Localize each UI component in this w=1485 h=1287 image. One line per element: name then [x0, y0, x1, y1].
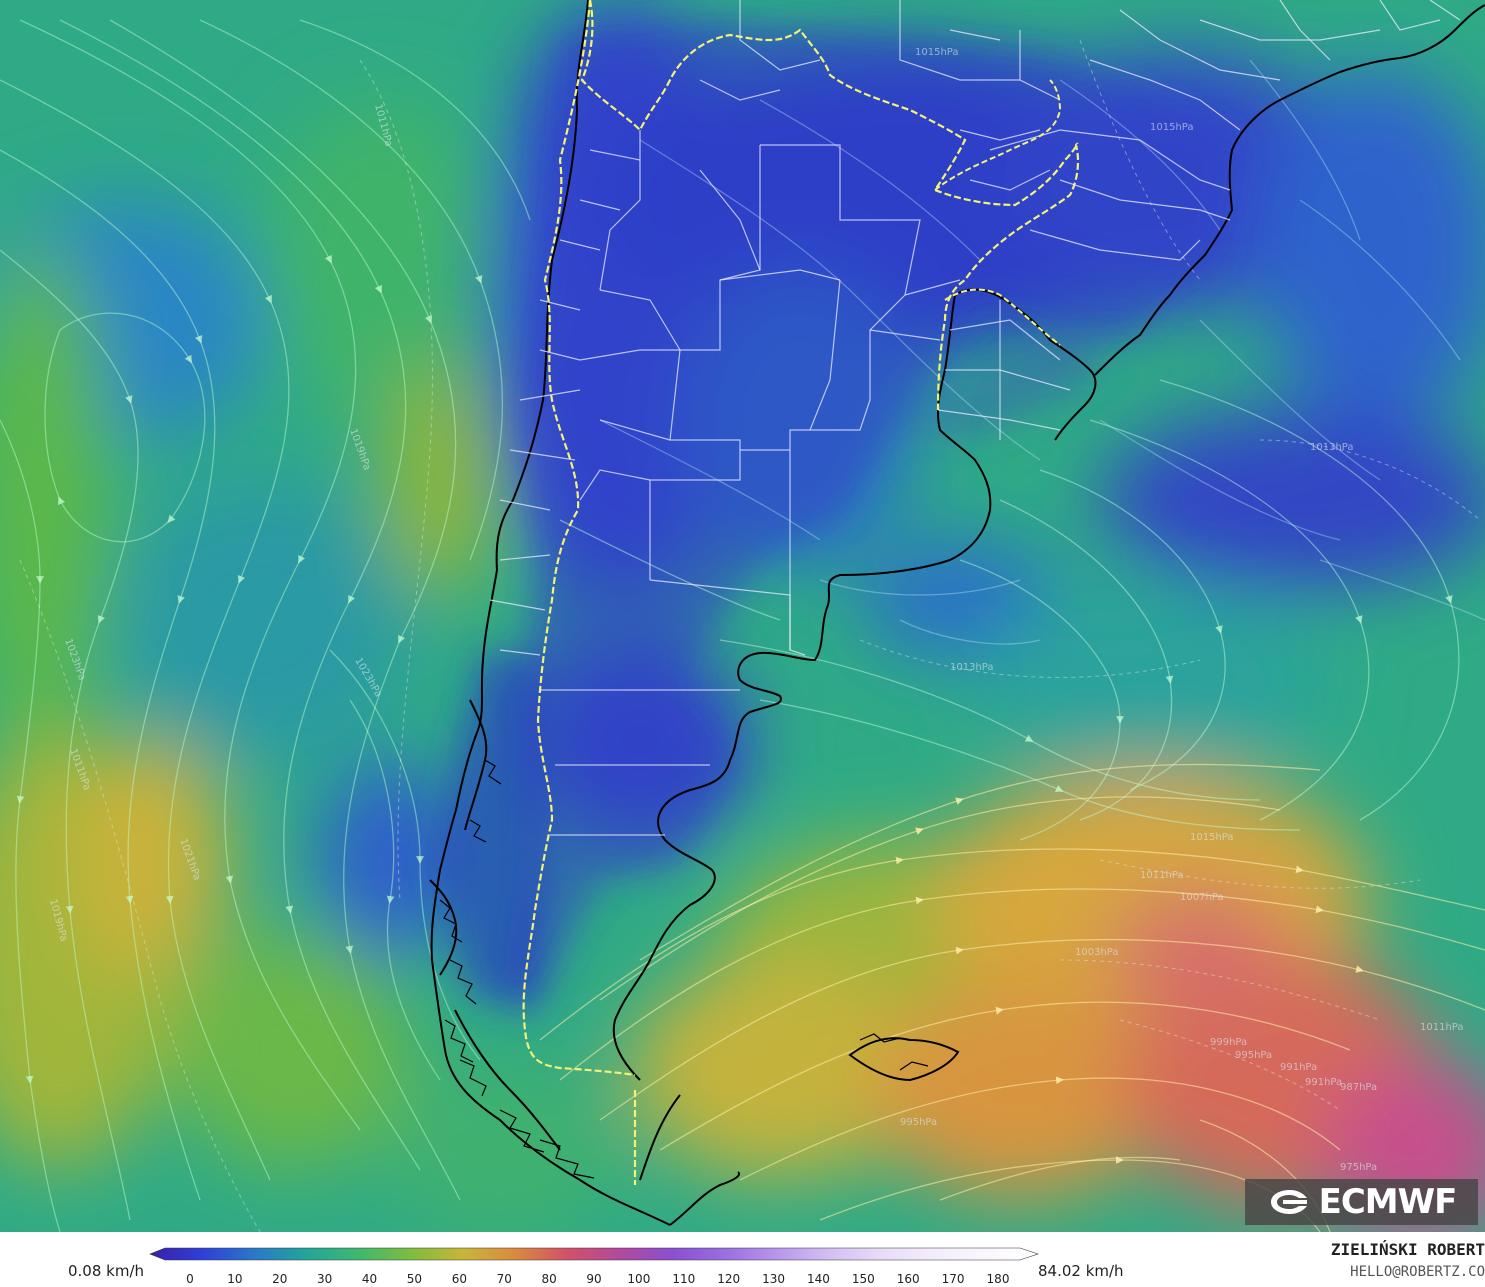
legend-tick-label: 50 [406, 1272, 423, 1286]
streamlines [0, 19, 1485, 1232]
legend-tick-label: 10 [227, 1272, 243, 1286]
legend-color-bar [149, 1247, 1039, 1261]
author-email[interactable]: HELLO@ROBERTZ.CO [1350, 1264, 1485, 1280]
legend-tick-label: 120 [717, 1272, 741, 1286]
legend-tick-label: 170 [941, 1272, 965, 1286]
isobar-label: 991hPa [1280, 1062, 1317, 1073]
legend-tick-label: 60 [451, 1272, 467, 1286]
neighbor-borders [934, 79, 1062, 346]
isobar-label: 1003hPa [1075, 947, 1119, 958]
isobar-label: 999hPa [1210, 1037, 1247, 1048]
isobar-label: 1007hPa [1180, 892, 1224, 903]
legend-min-label: 0.08 km/h [68, 1262, 145, 1280]
legend-tick-label: 130 [762, 1272, 785, 1286]
argentina-border [522, 0, 1080, 1185]
isobars [19, 39, 1481, 1232]
ecmwf-logo: ECMWF [1245, 1179, 1478, 1225]
ecmwf-logo-text: ECMWF [1318, 1182, 1458, 1222]
legend-tick-label: 80 [541, 1272, 557, 1286]
legend-tick-label: 110 [672, 1272, 696, 1286]
legend-tick-label: 90 [586, 1272, 602, 1286]
legend-tick-label: 160 [896, 1272, 920, 1286]
isobar-label: 975hPa [1340, 1162, 1377, 1173]
isobar-label: 991hPa [1305, 1077, 1342, 1088]
legend-tick-label: 150 [851, 1272, 875, 1286]
province-boundaries [489, 0, 1461, 836]
land-low-wind [430, 20, 1240, 1020]
legend-tick-label: 180 [986, 1272, 1010, 1286]
isobar-label: 1011hPa [1140, 870, 1184, 881]
isobar-label: 1015hPa [1150, 122, 1194, 133]
legend-bar-svg [149, 1247, 1039, 1261]
isobar-label: 995hPa [1235, 1050, 1272, 1061]
legend-ticks: 0 10 20 30 40 50 60 70 80 90 100 110 120 130 140 150 160… [0, 1272, 1485, 1286]
legend-max-label: 84.02 km/h [1038, 1262, 1124, 1280]
isobar-label: 1013hPa [1310, 442, 1354, 453]
isobar-label: 1015hPa [1190, 832, 1234, 843]
legend-tick-label: 20 [272, 1272, 288, 1286]
author-name: ZIELIŃSKI ROBERT [1330, 1240, 1485, 1259]
fjords [439, 759, 929, 1179]
isobar-label: 1013hPa [950, 662, 994, 673]
wind-speed-map[interactable]: 1011hPa 1015hPa 1015hPa 1013hPa 1019hPa … [0, 0, 1485, 1232]
coastline [429, 0, 1485, 1226]
legend-tick-label: 140 [806, 1272, 830, 1286]
legend-tick-label: 70 [496, 1272, 512, 1286]
map-canvas: 1011hPa 1015hPa 1015hPa 1013hPa 1019hPa … [0, 0, 1485, 1232]
isobar-label: 1011hPa [1420, 1022, 1464, 1033]
isobar-label: 987hPa [1340, 1082, 1377, 1093]
legend-tick-label: 30 [317, 1272, 333, 1286]
ecmwf-logo-icon [1270, 1190, 1307, 1214]
isobar-label: 995hPa [900, 1117, 937, 1128]
isobar-label: 1015hPa [915, 47, 959, 58]
legend-tick-label: 0 [186, 1272, 194, 1286]
legend-tick-label: 40 [361, 1272, 378, 1286]
legend-tick-label: 100 [627, 1272, 651, 1286]
color-legend [0, 1232, 1485, 1287]
